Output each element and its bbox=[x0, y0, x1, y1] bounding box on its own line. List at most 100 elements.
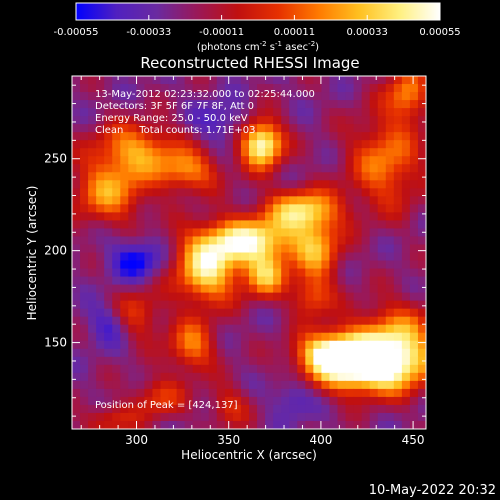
heatmap-cell bbox=[120, 396, 129, 406]
heatmap-cell bbox=[232, 340, 242, 350]
heatmap-cell bbox=[184, 404, 194, 414]
heatmap-cell bbox=[208, 268, 218, 278]
heatmap-cell bbox=[224, 100, 234, 109]
heatmap-cell bbox=[377, 324, 387, 334]
heatmap-cell bbox=[265, 244, 274, 253]
heatmap-cell bbox=[80, 388, 89, 398]
heatmap-cell bbox=[200, 76, 210, 85]
heatmap-cell bbox=[289, 276, 298, 286]
heatmap-cell bbox=[144, 324, 153, 334]
heatmap-cell bbox=[313, 260, 322, 270]
heatmap-cell bbox=[96, 380, 105, 390]
heatmap-cell bbox=[208, 276, 218, 286]
heatmap-cell bbox=[224, 332, 234, 342]
heatmap-cell bbox=[216, 300, 226, 310]
heatmap-cell bbox=[417, 116, 427, 125]
heatmap-cell bbox=[297, 300, 306, 310]
heatmap-cell bbox=[72, 276, 81, 286]
heatmap-cell bbox=[184, 148, 194, 157]
heatmap-cell bbox=[160, 188, 170, 197]
heatmap-cell bbox=[168, 108, 178, 117]
heatmap-cell bbox=[249, 196, 258, 205]
heatmap-cell bbox=[273, 140, 282, 149]
heatmap-cell bbox=[176, 148, 186, 157]
heatmap-cell bbox=[273, 172, 282, 181]
heatmap-cell bbox=[176, 172, 186, 181]
heatmap-cell bbox=[96, 156, 105, 165]
heatmap-cell bbox=[305, 324, 314, 334]
heatmap-cell bbox=[216, 148, 226, 157]
heatmap-cell bbox=[273, 76, 282, 85]
heatmap-cell bbox=[96, 148, 105, 157]
colorbar-tick-label: -0.00011 bbox=[199, 27, 244, 38]
heatmap-cell bbox=[257, 180, 266, 189]
heatmap-cell bbox=[273, 204, 282, 213]
heatmap-cell bbox=[273, 236, 282, 245]
heatmap-cell bbox=[313, 420, 322, 430]
heatmap-cell bbox=[224, 412, 234, 422]
heatmap-cell bbox=[353, 92, 363, 101]
heatmap-cell bbox=[345, 156, 355, 165]
heatmap-cell bbox=[96, 332, 105, 342]
heatmap-cell bbox=[369, 284, 379, 294]
heatmap-cell bbox=[401, 292, 411, 302]
heatmap-cell bbox=[192, 188, 202, 197]
heatmap-cell bbox=[401, 140, 411, 149]
heatmap-cell bbox=[249, 268, 258, 278]
heatmap-cell bbox=[281, 148, 290, 157]
heatmap-cell bbox=[273, 308, 282, 318]
heatmap-cell bbox=[96, 140, 105, 149]
heatmap-cell bbox=[200, 172, 210, 181]
heatmap-cell bbox=[329, 116, 338, 125]
heatmap-cell bbox=[401, 196, 411, 205]
heatmap-cell bbox=[393, 396, 403, 406]
heatmap-cell bbox=[417, 308, 427, 318]
heatmap-cell bbox=[128, 244, 137, 253]
heatmap-cell bbox=[112, 300, 121, 310]
heatmap-cell bbox=[345, 300, 355, 310]
heatmap-cell bbox=[417, 324, 427, 334]
heatmap-cell bbox=[168, 372, 178, 382]
heatmap-cell bbox=[184, 308, 194, 318]
heatmap-cell bbox=[337, 372, 347, 382]
heatmap-cell bbox=[112, 148, 121, 157]
heatmap-cell bbox=[152, 324, 161, 334]
heatmap-cell bbox=[289, 332, 298, 342]
heatmap-cell bbox=[409, 404, 419, 414]
heatmap-cell bbox=[240, 324, 250, 334]
heatmap-cell bbox=[72, 212, 81, 221]
heatmap-cell bbox=[393, 276, 403, 286]
heatmap-cell bbox=[337, 236, 347, 245]
heatmap-cell bbox=[409, 308, 419, 318]
heatmap-cell bbox=[409, 260, 419, 270]
heatmap-cell bbox=[377, 268, 387, 278]
heatmap-cell bbox=[112, 108, 121, 117]
heatmap-cell bbox=[401, 180, 411, 189]
heatmap-cell bbox=[96, 372, 105, 382]
heatmap-cell bbox=[281, 324, 290, 334]
heatmap-cell bbox=[168, 180, 178, 189]
heatmap-cell bbox=[112, 332, 121, 342]
heatmap-cell bbox=[257, 396, 266, 406]
heatmap-cell bbox=[337, 140, 347, 149]
heatmap-cell bbox=[345, 308, 355, 318]
heatmap-cell bbox=[369, 244, 379, 253]
heatmap-cell bbox=[128, 388, 137, 398]
heatmap-cell bbox=[417, 180, 427, 189]
heatmap-cell bbox=[297, 76, 306, 85]
heatmap-cell bbox=[176, 412, 186, 422]
heatmap-cell bbox=[249, 356, 258, 366]
colorbar-tick-label: -0.00055 bbox=[54, 27, 99, 38]
heatmap-cell bbox=[313, 92, 322, 101]
heatmap-cell bbox=[273, 132, 282, 141]
heatmap-cell bbox=[329, 164, 338, 173]
heatmap-cell bbox=[305, 100, 314, 109]
heatmap-cell bbox=[200, 388, 210, 398]
heatmap-cell bbox=[249, 92, 258, 101]
heatmap-cell bbox=[104, 300, 113, 310]
heatmap-cell bbox=[305, 252, 314, 262]
heatmap-cell bbox=[192, 364, 202, 374]
heatmap-cell bbox=[176, 380, 186, 390]
heatmap-cell bbox=[385, 156, 395, 165]
heatmap-cell bbox=[289, 372, 298, 382]
